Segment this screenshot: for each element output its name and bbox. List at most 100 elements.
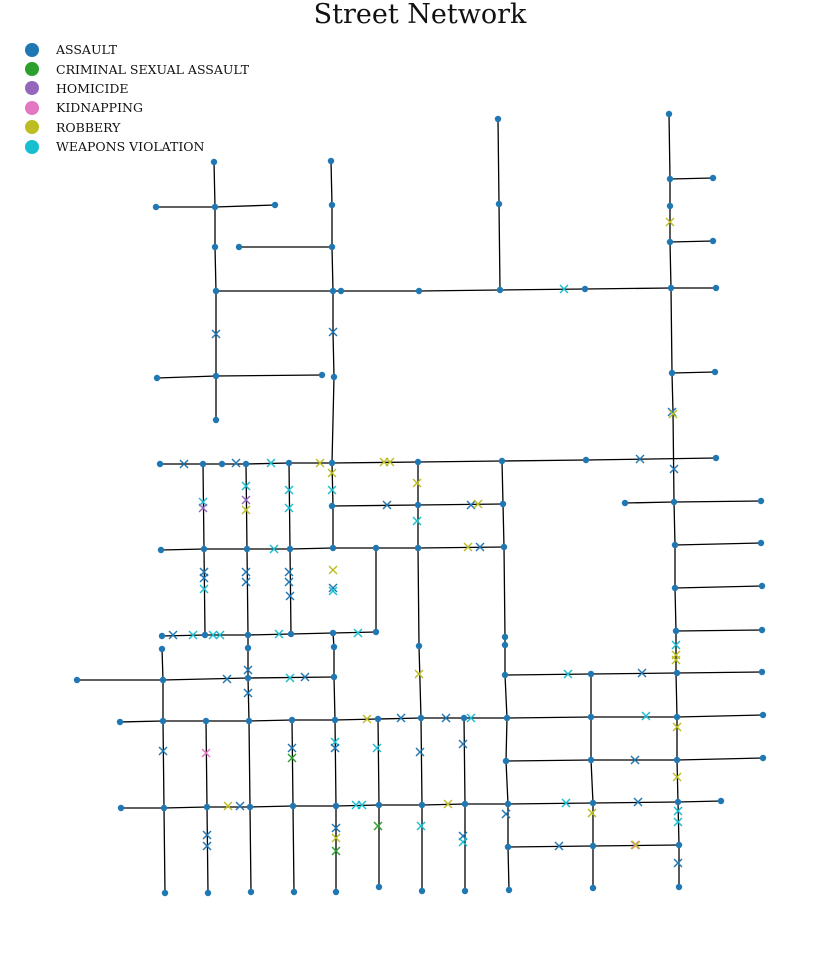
intersection-node (415, 287, 423, 295)
legend-item-robbery: ROBBERY (22, 118, 249, 137)
intersection-node (244, 644, 252, 652)
street-segment (156, 374, 323, 379)
intersection-node (246, 803, 254, 811)
crime-marker-weapons-violation (199, 584, 209, 594)
intersection-node (327, 157, 335, 165)
crime-marker-assault (630, 755, 640, 765)
intersection-node (712, 454, 720, 462)
intersection-node (501, 633, 509, 641)
intersection-node (494, 115, 502, 123)
street-segment (671, 371, 716, 374)
intersection-node (502, 757, 510, 765)
street-segment (501, 460, 510, 891)
crime-marker-assault (554, 841, 564, 851)
crime-marker-assault (284, 567, 294, 577)
crime-marker-robbery (587, 808, 597, 818)
intersection-node (589, 842, 597, 850)
intersection-node (211, 243, 219, 251)
crime-marker-weapons-violation (563, 669, 573, 679)
crime-marker-weapons-violation (188, 630, 198, 640)
map-title: Street Network (313, 0, 527, 30)
intersection-node (235, 243, 243, 251)
legend-label-robbery: ROBBERY (56, 119, 121, 135)
intersection-node (461, 800, 469, 808)
crime-marker-assault (635, 454, 645, 464)
intersection-node (331, 716, 339, 724)
crime-marker-robbery (412, 478, 422, 488)
crime-marker-weapons-violation (673, 806, 683, 816)
legend: ASSAULT CRIMINAL SEXUAL ASSAULT HOMICIDE… (22, 40, 249, 156)
street-segment (676, 714, 764, 718)
intersection-node (501, 641, 509, 649)
crime-marker-assault (331, 823, 341, 833)
crime-marker-weapons-violation (284, 503, 294, 513)
intersection-node (709, 174, 717, 182)
intersection-node (667, 284, 675, 292)
crime-marker-assault (441, 713, 451, 723)
crime-marker-weapons-violation (561, 798, 571, 808)
legend-marker-assault (25, 42, 39, 57)
intersection-node (374, 715, 382, 723)
crime-marker-weapons-violation (671, 640, 681, 650)
crime-marker-weapons-violation (357, 800, 367, 810)
crime-marker-weapons-violation (208, 630, 218, 640)
intersection-node (673, 756, 681, 764)
intersection-node (666, 175, 674, 183)
crime-marker-criminal-sexual-assault (287, 753, 297, 763)
crime-marker-weapons-violation (266, 458, 276, 468)
street-segment (161, 631, 377, 637)
crime-marker-assault (637, 668, 647, 678)
intersection-node (673, 669, 681, 677)
intersection-node (504, 843, 512, 851)
legend-marker-kidnapping (25, 100, 39, 115)
intersection-node (116, 718, 124, 726)
crime-marker-robbery (672, 722, 682, 732)
crime-marker-weapons-violation (353, 628, 363, 638)
intersection-node (337, 287, 345, 295)
street-segment (669, 240, 714, 243)
intersection-node (414, 458, 422, 466)
intersection-node (709, 237, 717, 245)
intersection-node (242, 460, 250, 468)
crime-marker-assault (287, 743, 297, 753)
street-segment (161, 648, 166, 894)
intersection-node (285, 459, 293, 467)
crime-marker-weapons-violation (412, 516, 422, 526)
legend-item-kidnapping: KIDNAPPING (22, 98, 249, 117)
crime-marker-assault (168, 630, 178, 640)
crime-marker-assault (179, 459, 189, 469)
intersection-node (153, 374, 161, 382)
intersection-node (159, 676, 167, 684)
crime-markers (158, 217, 683, 868)
crime-marker-assault (669, 464, 679, 474)
street-segment (77, 676, 335, 681)
intersection-node (500, 543, 508, 551)
intersection-node (673, 713, 681, 721)
crime-marker-assault (202, 830, 212, 840)
crime-marker-assault (243, 665, 253, 675)
intersection-node (211, 203, 219, 211)
intersection-node (671, 584, 679, 592)
intersection-node (286, 545, 294, 553)
crime-marker-weapons-violation (285, 673, 295, 683)
intersection-node (329, 287, 337, 295)
intersection-node (415, 642, 423, 650)
intersection-node (201, 631, 209, 639)
intersection-node (414, 544, 422, 552)
crime-marker-robbery (443, 799, 453, 809)
intersection-node (375, 801, 383, 809)
intersection-node (218, 460, 226, 468)
crime-marker-assault (199, 573, 209, 583)
crime-marker-robbery (241, 505, 251, 515)
crime-marker-robbery (672, 772, 682, 782)
crime-marker-assault (284, 577, 294, 587)
legend-label-kidnapping: KIDNAPPING (56, 100, 143, 116)
intersection-node (199, 460, 207, 468)
crime-marker-assault (231, 458, 241, 468)
street-segment (245, 463, 252, 893)
intersection-node (670, 498, 678, 506)
crime-marker-weapons-violation (241, 481, 251, 491)
intersection-node (372, 628, 380, 636)
legend-marker-robbery (25, 120, 39, 135)
crime-marker-assault (158, 746, 168, 756)
